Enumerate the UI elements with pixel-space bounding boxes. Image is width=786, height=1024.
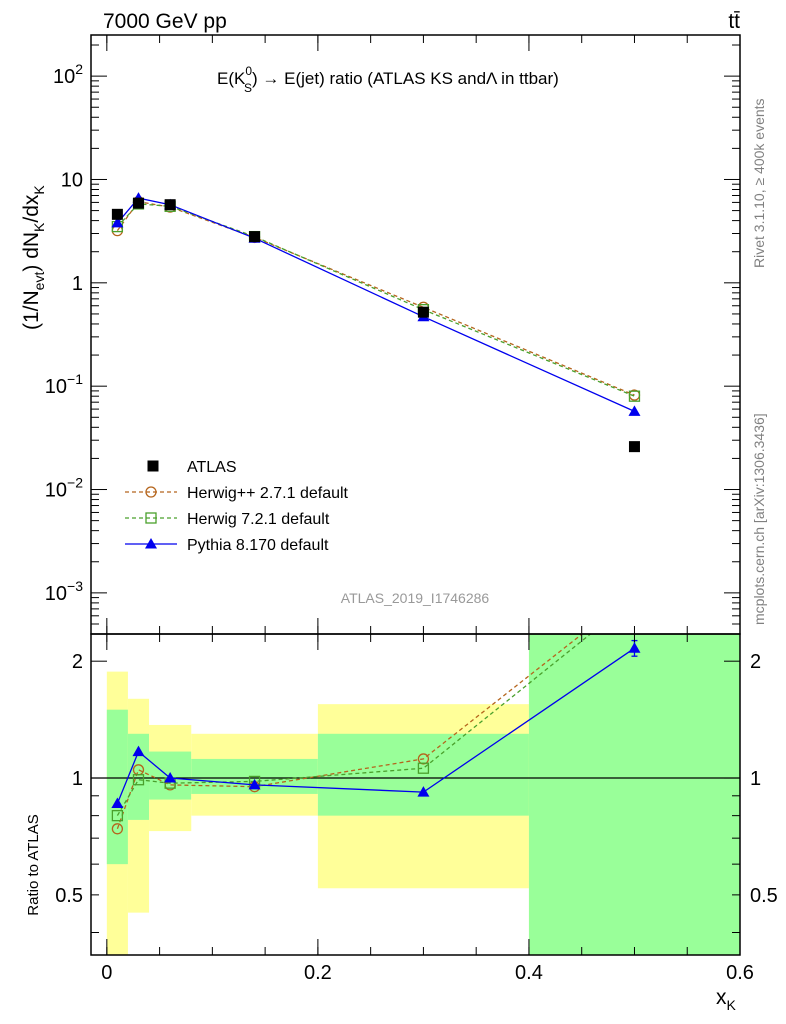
series-line-herwig7 xyxy=(116,203,635,397)
energy-label: 7000 GeV pp xyxy=(103,10,227,33)
legend-entry-atlas: ATLAS xyxy=(187,459,237,476)
data-point-pythia xyxy=(417,786,430,797)
data-point-atlas xyxy=(132,197,144,209)
data-point-pythia xyxy=(132,745,145,757)
x-axis-label: xK xyxy=(716,986,737,1013)
ratio-series-layer xyxy=(111,634,641,835)
band-green xyxy=(317,733,529,816)
upper-y-tick-label: 1 xyxy=(72,273,83,295)
data-point-atlas xyxy=(628,441,640,453)
ratio-y-tick-label: 2 xyxy=(72,651,83,673)
data-point-herwigpp xyxy=(111,823,124,835)
ratio-x-tick-label: 0.4 xyxy=(515,962,543,984)
upper-y-tick-label: 10−1 xyxy=(45,371,83,398)
upper-y-tick-label: 10−2 xyxy=(45,475,83,502)
data-point-atlas xyxy=(111,208,123,220)
data-point-pythia xyxy=(248,778,261,790)
legend-marker-atlas xyxy=(147,460,159,472)
legend-marker-pythia xyxy=(145,538,157,549)
chart-title-sup: 0 xyxy=(245,64,252,78)
chart-title-lhs: E(K xyxy=(217,69,246,88)
series-line-herwigpp xyxy=(116,200,635,396)
tick-base: 10 xyxy=(53,66,75,88)
uncertainty-bands xyxy=(106,634,740,955)
mcplots-meta-label: mcplots.cern.ch [arXiv:1306.3436] xyxy=(751,413,767,625)
ratio-axis-ticks: 0.5 0.5 1 1 2 2 0 0.2 0.4 0.6 xyxy=(55,634,778,984)
legend-marker-herwig7 xyxy=(145,512,157,524)
data-point-pythia xyxy=(111,216,124,228)
ratio-x-tick-label: 0.6 xyxy=(726,962,754,984)
analysis-id-label: ATLAS_2019_I1746286 xyxy=(341,590,490,606)
axes-frames xyxy=(90,34,741,956)
data-point-pythia xyxy=(628,642,641,653)
ratio-y-tick-label: 1 xyxy=(72,768,83,790)
xlabel-base: x xyxy=(716,986,727,1009)
data-point-pythia xyxy=(164,772,177,783)
process-label: tt̄ xyxy=(728,10,740,33)
tick-exp: −3 xyxy=(67,578,83,594)
data-point-herwig7 xyxy=(111,809,124,822)
tick-base: 10 xyxy=(45,376,67,398)
upper-series-layer xyxy=(111,192,641,453)
tick-exp: −1 xyxy=(67,371,83,387)
data-point-pythia xyxy=(111,797,124,808)
upper-y-tick-label: 10−3 xyxy=(45,578,83,605)
ylabel-part-c: ) dN xyxy=(20,232,43,272)
ylabel-part-d: K xyxy=(31,222,47,232)
ratio-x-tick-label: 0.2 xyxy=(304,962,332,984)
series-line-herwig7 xyxy=(116,634,592,816)
series-line-pythia xyxy=(116,647,635,804)
data-point-pythia xyxy=(628,405,641,416)
tick-base: 10 xyxy=(45,480,67,502)
band-green xyxy=(528,634,740,955)
series-line-pythia xyxy=(116,197,635,412)
ratio-y-axis-label: Ratio to ATLAS xyxy=(25,814,42,915)
data-point-herwig7 xyxy=(417,762,430,774)
legend-marker-herwigpp xyxy=(145,486,157,498)
upper-y-tick-label: 102 xyxy=(53,61,83,88)
ratio-y-tick-label-right: 0.5 xyxy=(750,885,778,907)
ratio-x-tick-label: 0 xyxy=(101,962,112,984)
legend: ATLAS Herwig++ 2.7.1 default Herwig 7.2.1 … xyxy=(125,459,349,554)
band-green xyxy=(106,709,128,865)
upper-y-tick-label: 10 xyxy=(61,169,83,191)
tick-exp: −2 xyxy=(67,475,83,491)
chart-title-rhs: ) → E(jet) ratio (ATLAS KS andΛ in ttbar… xyxy=(252,69,559,88)
data-point-herwigpp xyxy=(417,753,430,765)
data-point-herwig7 xyxy=(132,774,145,786)
ylabel-part-a: (1/N xyxy=(20,290,43,330)
ylabel-part-b: evt xyxy=(31,272,47,291)
chart-title-sub: S xyxy=(244,81,252,95)
ratio-y-tick-label-right: 2 xyxy=(750,651,761,673)
xlabel-sub: K xyxy=(727,997,737,1013)
ylabel-part-f: K xyxy=(31,185,47,195)
upper-y-axis-label: (1/Nevt) dNK/dxK xyxy=(20,185,47,330)
legend-entry-herwig7: Herwig 7.2.1 default xyxy=(187,511,330,528)
data-point-atlas xyxy=(417,306,429,318)
data-point-herwig7 xyxy=(628,390,641,402)
series-line-herwigpp xyxy=(116,634,584,830)
tick-base: 10 xyxy=(45,583,67,605)
legend-entry-herwigpp: Herwig++ 2.7.1 default xyxy=(187,485,349,502)
ratio-frame xyxy=(90,633,741,956)
data-point-atlas xyxy=(164,199,176,211)
ratio-y-tick-label: 0.5 xyxy=(55,885,83,907)
ratio-y-tick-label-right: 1 xyxy=(750,768,761,790)
tick-exp: 2 xyxy=(75,61,83,77)
legend-entry-pythia: Pythia 8.170 default xyxy=(187,537,329,554)
rivet-meta-label: Rivet 3.1.10, ≥ 400k events xyxy=(751,98,767,268)
chart-title: E(K0 S) → E(jet) ratio (ATLAS KS andΛ in … xyxy=(217,64,559,95)
data-point-atlas xyxy=(249,231,261,243)
ylabel-part-e: /dx xyxy=(20,194,43,223)
